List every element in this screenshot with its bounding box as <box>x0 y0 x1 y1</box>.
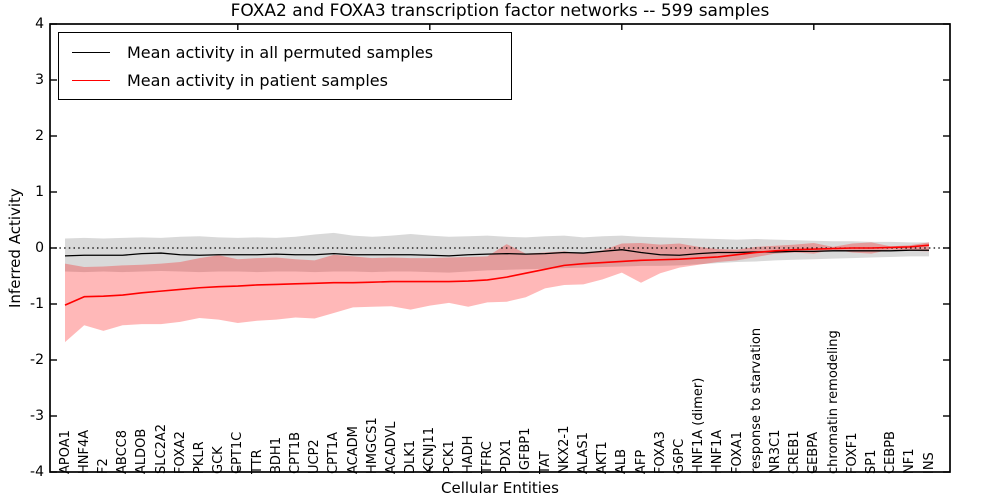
legend: Mean activity in all permuted samples Me… <box>58 32 512 100</box>
legend-label-patient: Mean activity in patient samples <box>127 70 388 90</box>
legend-label-permuted: Mean activity in all permuted samples <box>127 42 434 62</box>
y-tick-label: 0 <box>35 240 44 256</box>
legend-line-sample-black <box>72 51 110 53</box>
y-tick-label: -3 <box>30 408 44 424</box>
legend-line-sample-red <box>72 79 110 81</box>
legend-item-patient: Mean activity in patient samples <box>59 66 511 94</box>
patient-mean-line <box>64 244 930 306</box>
y-tick-label: -2 <box>30 352 44 368</box>
legend-item-permuted: Mean activity in all permuted samples <box>59 38 511 66</box>
y-tick-label: 2 <box>35 128 44 144</box>
permuted-mean-line <box>64 249 929 257</box>
y-tick-label: 3 <box>35 72 44 88</box>
chart-title: FOXA2 and FOXA3 transcription factor net… <box>230 1 770 21</box>
y-tick-label: -1 <box>30 296 44 312</box>
permuted-band-area <box>65 232 929 273</box>
x-axis-label: Cellular Entities <box>441 479 559 497</box>
patient-band-area <box>65 242 929 343</box>
y-tick-label: 1 <box>35 184 44 200</box>
y-tick-label: -4 <box>30 464 44 480</box>
y-tick-label: 4 <box>35 16 44 32</box>
